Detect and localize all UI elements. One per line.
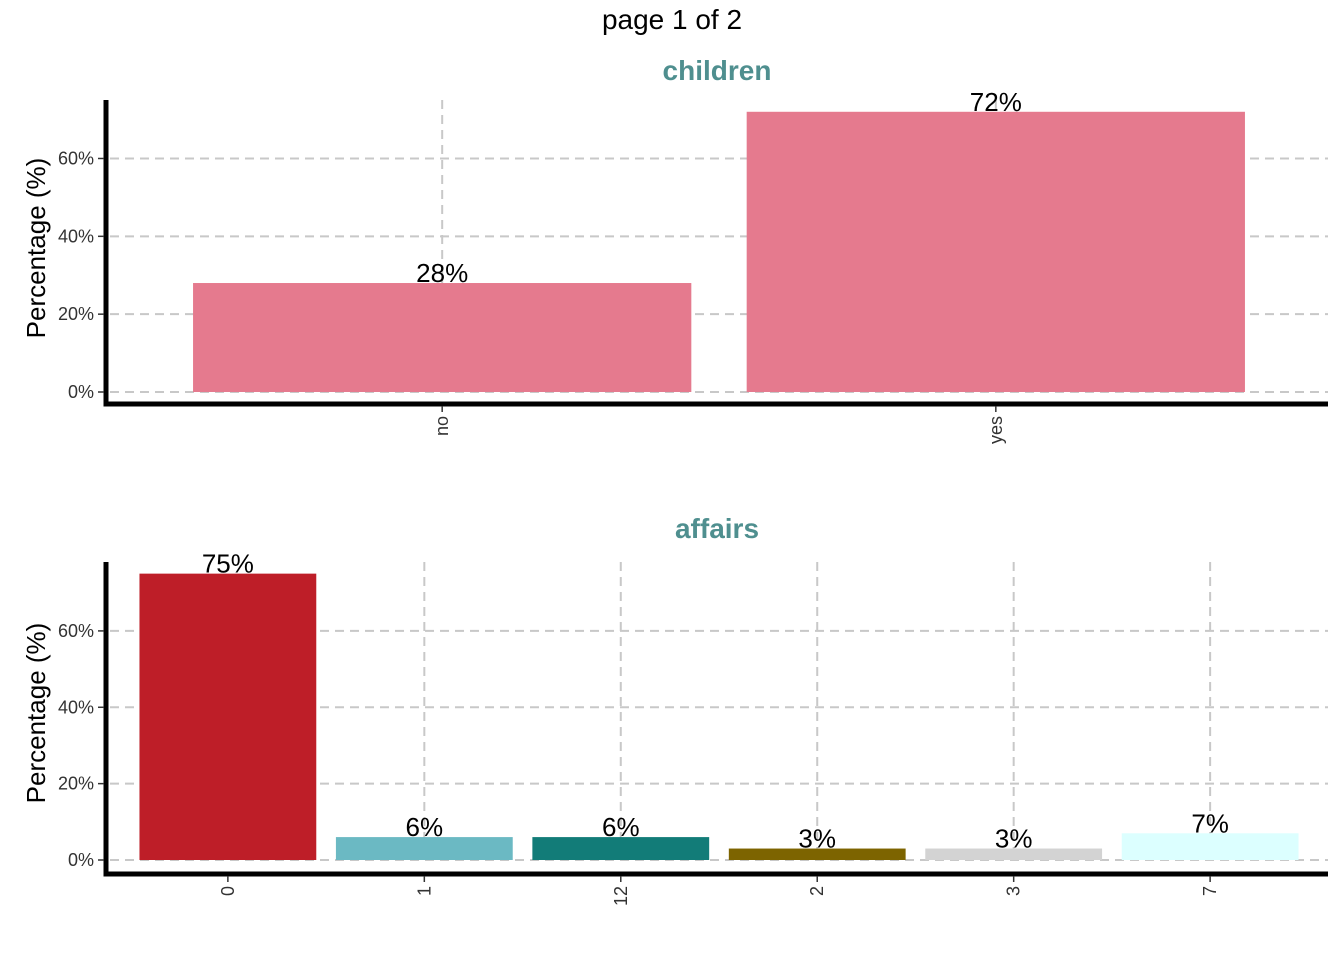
- y-tick-label-1: 20%: [58, 304, 94, 324]
- x-tick-label-1: 1: [414, 886, 434, 896]
- bar-1: [335, 837, 513, 860]
- bar-no: [193, 283, 692, 392]
- bar-3: [925, 848, 1103, 860]
- data-label-7: 7%: [1191, 808, 1229, 838]
- bar-7: [1121, 833, 1299, 860]
- x-tick-label-12: 12: [611, 886, 631, 906]
- data-label-yes: 72%: [970, 87, 1022, 117]
- panel-title-children: children: [663, 55, 772, 86]
- data-label-0: 75%: [202, 549, 254, 579]
- chart-panel-children: 28% 72% 0% 20% 40% 60% no yes Percentage (%) chil…: [21, 55, 1328, 444]
- x-tick-label-yes: yes: [986, 416, 1006, 444]
- bar-2: [728, 848, 906, 860]
- data-label-no: 28%: [416, 258, 468, 288]
- y-tick-label-3: 60%: [58, 148, 94, 168]
- x-tick-label-0: 0: [218, 886, 238, 896]
- page-title: page 1 of 2: [601, 4, 743, 35]
- panel-title-affairs: affairs: [675, 513, 759, 544]
- x-tick-label-7: 7: [1200, 886, 1220, 896]
- x-tick-label-no: no: [432, 416, 452, 436]
- data-label-12: 6%: [602, 812, 640, 842]
- bar-12: [532, 837, 710, 860]
- y-tick-label-1: 20%: [58, 774, 94, 794]
- data-label-2: 3%: [798, 824, 836, 854]
- y-tick-label-2: 40%: [58, 697, 94, 717]
- y-axis-title: Percentage (%): [21, 623, 51, 804]
- bar-0: [139, 573, 317, 860]
- y-tick-label-2: 40%: [58, 226, 94, 246]
- bar-yes: [746, 111, 1245, 392]
- data-label-3: 3%: [995, 824, 1033, 854]
- y-tick-label-0: 0%: [68, 382, 94, 402]
- y-tick-label-3: 60%: [58, 621, 94, 641]
- y-axis-title: Percentage (%): [21, 158, 51, 339]
- x-tick-label-3: 3: [1004, 886, 1024, 896]
- data-label-1: 6%: [406, 812, 444, 842]
- x-tick-label-2: 2: [807, 886, 827, 896]
- chart-panel-affairs: 75%6% 6% 3% 3%7%0%20%40%60%0 1 12 2 3 7Percentag…: [21, 513, 1328, 906]
- y-tick-label-0: 0%: [68, 850, 94, 870]
